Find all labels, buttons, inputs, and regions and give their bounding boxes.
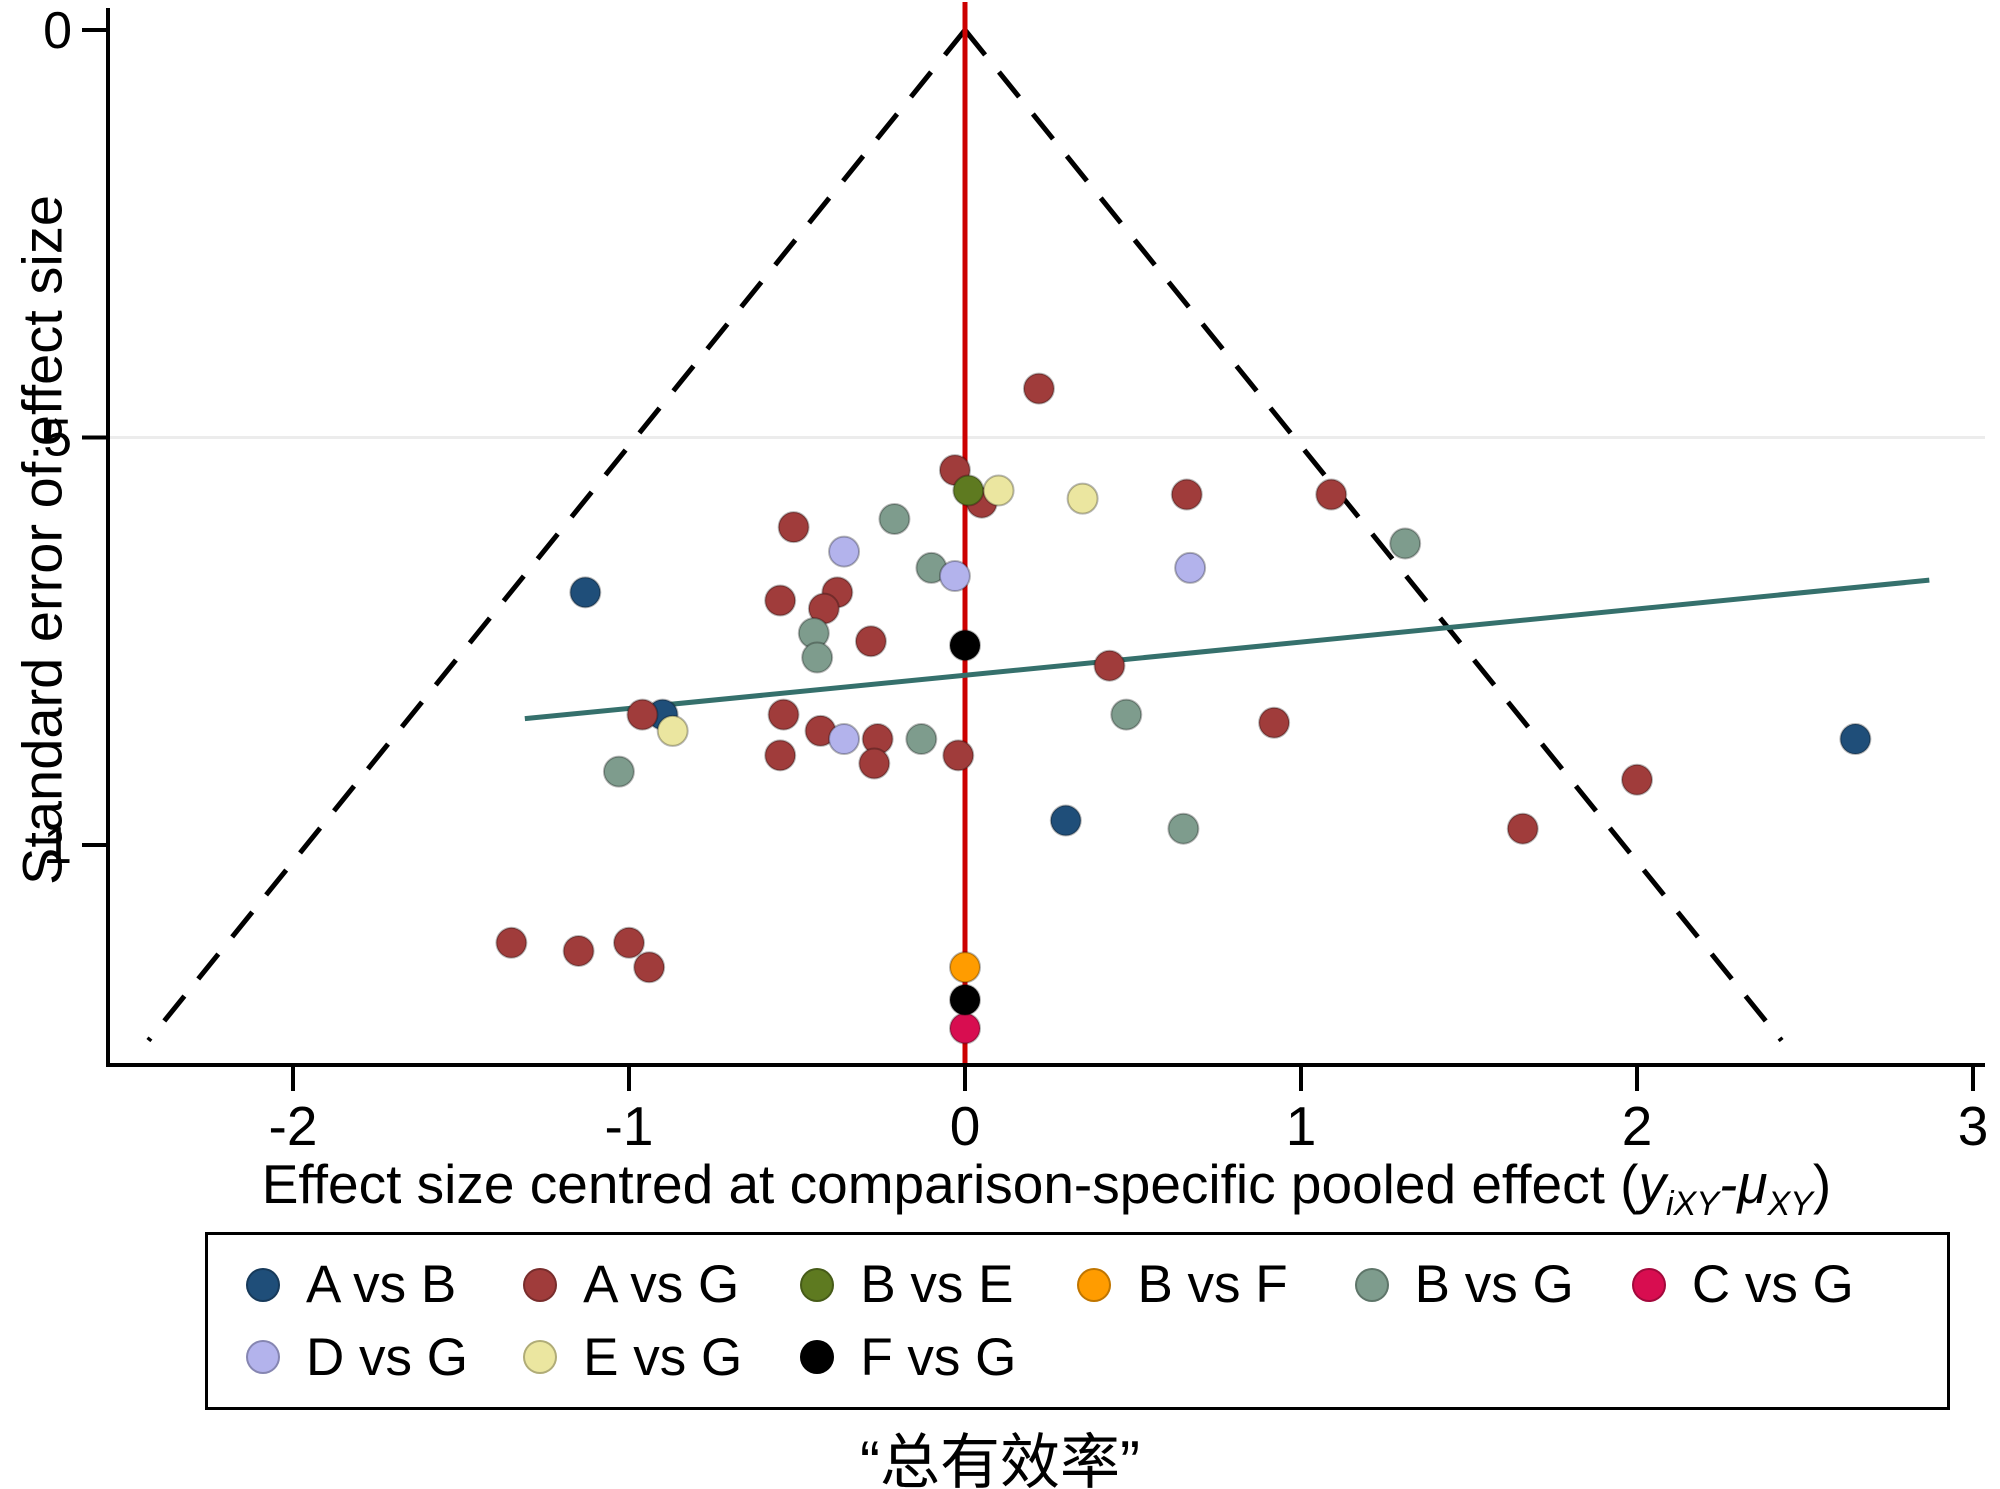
legend-label: E vs G — [583, 1327, 743, 1387]
data-point-a-vs-g — [1621, 763, 1653, 796]
x-tick-label: -2 — [269, 1095, 318, 1157]
data-point-a-vs-g — [1170, 478, 1203, 511]
data-point-d-vs-g — [938, 560, 971, 593]
data-point-e-vs-g — [982, 474, 1015, 507]
legend-item-a-vs-b: A vs B — [246, 1254, 523, 1315]
legend-label: B vs F — [1137, 1255, 1288, 1315]
y-tick-label: .5 — [29, 410, 72, 468]
data-point-b-vs-g — [878, 503, 911, 535]
x-tick-label: -1 — [605, 1095, 654, 1157]
legend-label: A vs B — [306, 1255, 457, 1315]
x-axis-title: Effect size centred at comparison-specif… — [108, 1152, 1985, 1224]
data-point-a-vs-g — [1315, 478, 1348, 511]
legend-item-e-vs-g: E vs G — [523, 1327, 800, 1388]
x-axis-math-mu-sub: XY — [1767, 1185, 1813, 1223]
legend-label: B vs G — [1414, 1255, 1574, 1315]
legend: A vs B A vs G B vs E B vs F B vs G C vs G D vs… — [205, 1232, 1950, 1410]
legend-item-b-vs-e: B vs E — [800, 1254, 1077, 1315]
y-tick-label: 1 — [43, 817, 72, 875]
data-point-b-vs-e — [952, 474, 985, 507]
data-point-d-vs-g — [828, 723, 861, 756]
regression-line — [524, 577, 1930, 722]
data-point-a-vs-g — [562, 934, 595, 967]
x-tick-label: 0 — [950, 1095, 981, 1157]
x-axis-math-mu: -μ — [1719, 1153, 1768, 1215]
data-point-a-vs-g — [764, 739, 797, 772]
x-axis-title-text: Effect size centred at comparison-specif… — [261, 1153, 1639, 1215]
data-point-a-vs-g — [764, 584, 797, 617]
funnel-left-dashed-line — [146, 28, 967, 1043]
data-point-d-vs-g — [828, 535, 861, 568]
x-tick-label: 2 — [1622, 1095, 1653, 1157]
plot-area: 0 .5 1 -2 -1 0 1 2 3 — [29, 2, 1989, 1157]
legend-label: A vs G — [583, 1255, 740, 1315]
data-point-a-vs-g — [942, 739, 975, 772]
x-tick-label: 1 — [1286, 1095, 1317, 1157]
legend-marker-c-vs-g — [1631, 1267, 1666, 1302]
legend-marker-d-vs-g — [246, 1340, 280, 1375]
data-point-a-vs-g — [777, 511, 810, 544]
data-point-b-vs-f — [949, 951, 981, 984]
data-point-a-vs-g — [626, 698, 659, 731]
data-point-a-vs-b — [1049, 804, 1082, 837]
data-point-b-vs-g — [905, 723, 938, 756]
x-axis-math-y: y — [1638, 1153, 1666, 1215]
legend-label: D vs G — [306, 1327, 468, 1387]
data-point-e-vs-g — [1066, 482, 1099, 515]
caption: “总有效率” — [860, 1429, 1140, 1489]
data-point-a-vs-b — [569, 576, 602, 609]
legend-marker-a-vs-b — [246, 1267, 280, 1302]
data-point-a-vs-g — [495, 926, 528, 959]
x-axis-math-y-sub: iXY — [1665, 1185, 1719, 1223]
data-point-b-vs-g — [1110, 698, 1143, 731]
data-point-f-vs-g — [949, 983, 981, 1016]
data-point-a-vs-g — [1093, 649, 1126, 682]
legend-item-c-vs-g: C vs G — [1631, 1254, 1909, 1315]
legend-item-b-vs-f: B vs F — [1077, 1254, 1354, 1315]
data-point-b-vs-g — [1167, 812, 1200, 845]
x-axis-title-close: ) — [1812, 1153, 1832, 1215]
legend-marker-e-vs-g — [523, 1340, 558, 1375]
legend-label: F vs G — [860, 1327, 1017, 1387]
data-point-a-vs-g — [854, 625, 887, 658]
data-point-a-vs-g — [1506, 812, 1539, 845]
data-point-d-vs-g — [1174, 551, 1207, 584]
data-point-a-vs-g — [1258, 706, 1291, 739]
data-point-a-vs-b — [1839, 723, 1872, 756]
data-point-b-vs-g — [1389, 527, 1422, 560]
legend-item-d-vs-g: D vs G — [246, 1327, 523, 1388]
legend-label: C vs G — [1691, 1255, 1854, 1315]
legend-label: B vs E — [860, 1255, 1014, 1315]
legend-marker-b-vs-e — [800, 1267, 835, 1302]
y-tick-label: 0 — [43, 2, 72, 60]
legend-marker-a-vs-g — [523, 1267, 558, 1302]
legend-marker-b-vs-f — [1077, 1267, 1112, 1302]
data-point-e-vs-g — [656, 714, 689, 747]
legend-item-b-vs-g: B vs G — [1354, 1254, 1632, 1315]
data-point-f-vs-g — [949, 629, 981, 662]
data-point-c-vs-g — [949, 1012, 981, 1045]
data-point-a-vs-g — [858, 747, 891, 780]
legend-item-a-vs-g: A vs G — [523, 1254, 800, 1315]
legend-marker-f-vs-g — [800, 1340, 835, 1375]
data-point-b-vs-g — [801, 641, 834, 674]
data-point-b-vs-g — [602, 755, 635, 788]
data-point-a-vs-g — [633, 951, 666, 984]
data-point-a-vs-g — [767, 698, 800, 731]
data-point-a-vs-g — [1022, 372, 1055, 405]
funnel-right-dashed-line — [963, 28, 1784, 1043]
legend-item-f-vs-g: F vs G — [800, 1327, 1077, 1388]
data-point-a-vs-g — [613, 926, 645, 959]
legend-marker-b-vs-g — [1354, 1267, 1389, 1302]
x-tick-label: 3 — [1958, 1095, 1989, 1157]
